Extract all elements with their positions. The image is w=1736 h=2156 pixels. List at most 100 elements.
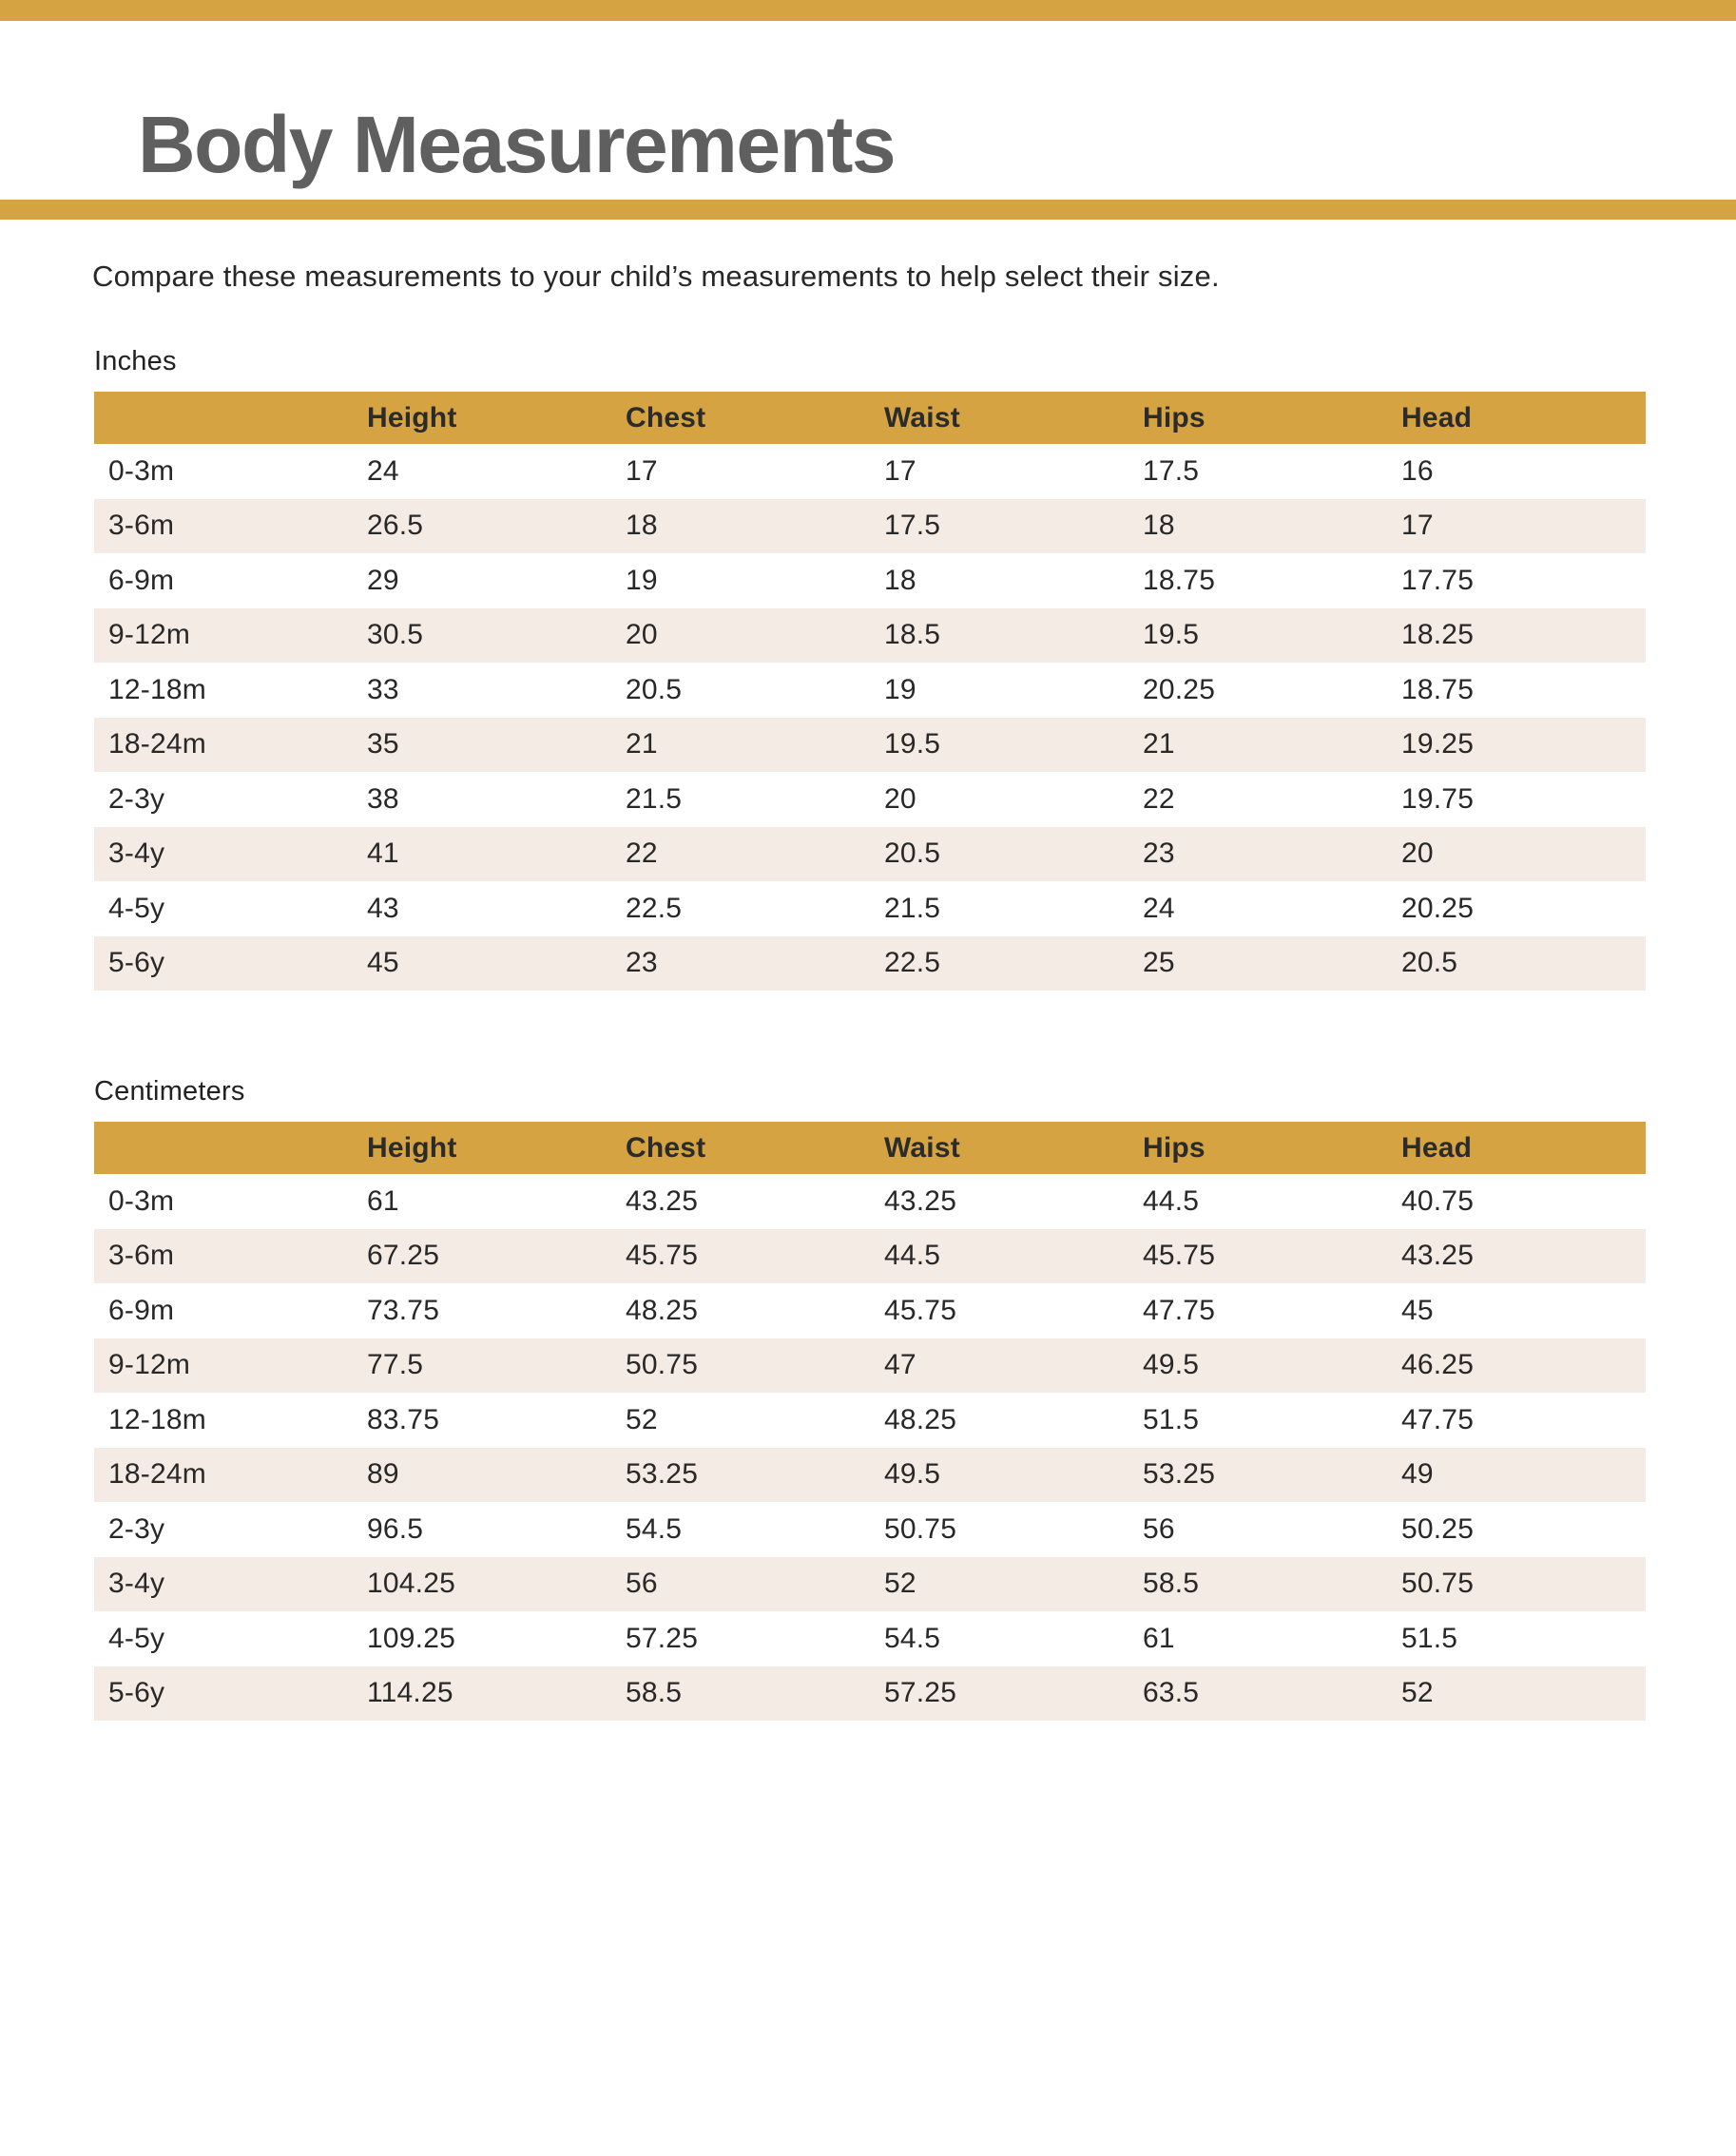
measurement-cell: 41	[367, 837, 399, 870]
measurement-cell: 45.75	[1143, 1240, 1216, 1272]
column-header: Hips	[1128, 1122, 1387, 1174]
measurement-cell: 57.25	[626, 1622, 699, 1654]
measurement-cell: 43	[367, 892, 399, 924]
measurement-cell: 18.25	[1401, 619, 1475, 651]
measurement-cell: 89	[367, 1458, 399, 1491]
title-divider-bar	[0, 200, 1736, 220]
measurement-cell: 51.5	[1401, 1622, 1458, 1654]
measurement-cell: 35	[367, 728, 399, 760]
column-header-empty	[94, 392, 353, 444]
table-row: 6-9m 73.75 48.25 45.75 47.75 45	[94, 1283, 1646, 1338]
measurement-cell: 22.5	[884, 947, 941, 979]
measurement-cell: 54.5	[626, 1512, 683, 1545]
row-label: 4-5y	[108, 1622, 165, 1654]
measurement-cell: 23	[626, 947, 658, 979]
measurement-cell: 73.75	[367, 1294, 440, 1326]
row-label: 12-18m	[108, 1403, 206, 1435]
measurement-cell: 17	[1401, 510, 1434, 542]
measurement-cell: 83.75	[367, 1403, 440, 1435]
measurement-cell: 52	[1401, 1677, 1434, 1709]
measurement-cell: 47	[884, 1349, 916, 1381]
row-label: 5-6y	[108, 1677, 165, 1709]
measurement-cell: 20	[626, 619, 658, 651]
measurement-cell: 49	[1401, 1458, 1434, 1491]
table-row: 12-18m 33 20.5 19 20.25 18.75	[94, 663, 1646, 718]
measurement-cell: 26.5	[367, 510, 424, 542]
table-header-row: Height Chest Waist Hips Head	[94, 1122, 1646, 1174]
measurement-cell: 53.25	[626, 1458, 699, 1491]
measurement-cell: 24	[367, 454, 399, 487]
column-header: Chest	[611, 392, 870, 444]
table-row: 3-6m 26.5 18 17.5 18 17	[94, 498, 1646, 553]
measurement-cell: 44.5	[884, 1240, 941, 1272]
top-accent-bar	[0, 0, 1736, 21]
measurement-cell: 30.5	[367, 619, 424, 651]
measurement-cell: 22	[1143, 782, 1175, 815]
measurement-cell: 49.5	[884, 1458, 941, 1491]
measurement-cell: 24	[1143, 892, 1175, 924]
row-label: 9-12m	[108, 619, 191, 651]
measurement-cell: 22	[626, 837, 658, 870]
measurement-cell: 18	[884, 564, 916, 596]
row-label: 0-3m	[108, 1184, 175, 1217]
table-row: 4-5y 43 22.5 21.5 24 20.25	[94, 881, 1646, 936]
table-row: 18-24m 89 53.25 49.5 53.25 49	[94, 1447, 1646, 1502]
measurement-cell: 17	[884, 454, 916, 487]
measurement-cell: 25	[1143, 947, 1175, 979]
table-row: 2-3y 96.5 54.5 50.75 56 50.25	[94, 1502, 1646, 1557]
measurement-cell: 44.5	[1143, 1184, 1200, 1217]
column-header-empty	[94, 1122, 353, 1174]
table-row: 9-12m 77.5 50.75 47 49.5 46.25	[94, 1338, 1646, 1393]
measurement-cell: 96.5	[367, 1512, 424, 1545]
measurement-cell: 19.5	[1143, 619, 1200, 651]
measurement-cell: 48.25	[884, 1403, 957, 1435]
measurement-cell: 40.75	[1401, 1184, 1475, 1217]
table-row: 0-3m 61 43.25 43.25 44.5 40.75	[94, 1174, 1646, 1229]
measurement-cell: 19.75	[1401, 782, 1475, 815]
measurement-cell: 19	[626, 564, 658, 596]
measurement-cell: 43.25	[884, 1184, 957, 1217]
measurement-cell: 21.5	[626, 782, 683, 815]
measurement-cell: 52	[884, 1568, 916, 1600]
section-label-centimeters: Centimeters	[94, 1076, 245, 1107]
measurement-cell: 19.25	[1401, 728, 1475, 760]
column-header: Head	[1387, 392, 1646, 444]
measurement-cell: 43.25	[1401, 1240, 1475, 1272]
row-label: 5-6y	[108, 947, 165, 979]
measurement-cell: 17.75	[1401, 564, 1475, 596]
measurement-cell: 47.75	[1401, 1403, 1475, 1435]
column-header: Head	[1387, 1122, 1646, 1174]
measurement-cell: 20.25	[1401, 892, 1475, 924]
measurement-cell: 17	[626, 454, 658, 487]
description-text: Compare these measurements to your child…	[92, 260, 1220, 293]
table-header-row: Height Chest Waist Hips Head	[94, 392, 1646, 444]
row-label: 9-12m	[108, 1349, 191, 1381]
measurement-cell: 29	[367, 564, 399, 596]
measurement-cell: 50.25	[1401, 1512, 1475, 1545]
measurement-cell: 43.25	[626, 1184, 699, 1217]
table-row: 9-12m 30.5 20 18.5 19.5 18.25	[94, 607, 1646, 663]
measurement-cell: 63.5	[1143, 1677, 1200, 1709]
measurement-cell: 18	[1143, 510, 1175, 542]
row-label: 18-24m	[108, 1458, 206, 1491]
measurement-cell: 56	[626, 1568, 658, 1600]
measurement-cell: 21.5	[884, 892, 941, 924]
centimeters-measurements-table: Height Chest Waist Hips Head 0-3m 61 43.25 43.2…	[94, 1122, 1646, 1721]
table-row: 4-5y 109.25 57.25 54.5 61 51.5	[94, 1611, 1646, 1666]
measurement-cell: 18	[626, 510, 658, 542]
measurement-cell: 22.5	[626, 892, 683, 924]
measurement-cell: 45.75	[626, 1240, 699, 1272]
column-header: Height	[353, 1122, 611, 1174]
measurement-cell: 56	[1143, 1512, 1175, 1545]
measurement-cell: 18.5	[884, 619, 941, 651]
measurement-cell: 54.5	[884, 1622, 941, 1654]
page-title: Body Measurements	[138, 100, 897, 189]
measurement-cell: 20.5	[1401, 947, 1458, 979]
row-label: 2-3y	[108, 1512, 165, 1545]
measurement-cell: 45.75	[884, 1294, 957, 1326]
measurement-cell: 20.25	[1143, 673, 1216, 705]
table-row: 5-6y 114.25 58.5 57.25 63.5 52	[94, 1665, 1646, 1721]
measurement-cell: 77.5	[367, 1349, 424, 1381]
table-row: 6-9m 29 19 18 18.75 17.75	[94, 553, 1646, 608]
